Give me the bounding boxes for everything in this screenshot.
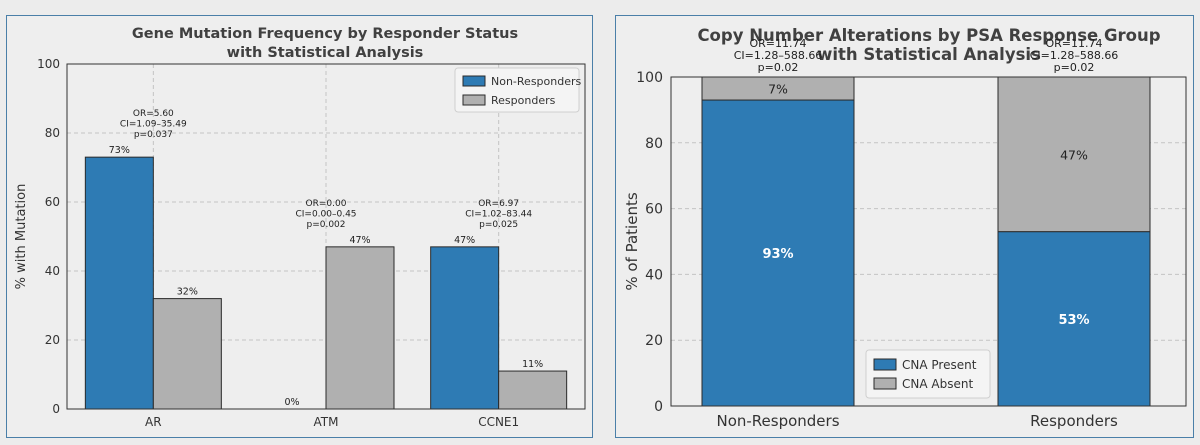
- legend-label: CNA Present: [902, 358, 977, 372]
- stats-annotation: OR=6.97: [478, 199, 519, 209]
- bar-value-label: 73%: [109, 145, 130, 156]
- segment-value-label: 53%: [1058, 313, 1089, 328]
- chart-panel-mutation: Gene Mutation Frequency by Responder Sta…: [6, 15, 593, 438]
- x-tick-label: Non-Responders: [716, 412, 839, 430]
- bar-responders: [152, 298, 222, 410]
- plot-frame: [670, 76, 1187, 407]
- stats-annotation: CI=1.09–35.49: [120, 120, 187, 130]
- stats-annotation: CI=1.28–588.66: [734, 49, 823, 62]
- bar-value-label: 32%: [177, 287, 198, 298]
- chart-title-line: with Statistical Analysis: [817, 45, 1041, 64]
- legend-label: Responders: [491, 94, 556, 107]
- chart-panel-cna: Copy Number Alterations by PSA Response …: [615, 15, 1194, 438]
- mutation-chart: Gene Mutation Frequency by Responder Sta…: [14, 26, 586, 429]
- y-tick-label: 100: [37, 57, 60, 71]
- stats-annotation: CI=0.00–0.45: [295, 209, 356, 219]
- legend-swatch: [873, 377, 897, 390]
- legend-swatch: [462, 75, 486, 87]
- chart-title-line: with Statistical Analysis: [227, 45, 424, 61]
- y-tick-label: 80: [45, 126, 60, 140]
- stats-annotation: OR=11.74: [749, 37, 806, 50]
- y-tick-label: 40: [645, 267, 663, 283]
- stacked-segment-cna-present: [701, 99, 855, 407]
- legend-box: [865, 349, 991, 399]
- bar-value-label: 11%: [522, 359, 543, 370]
- chart-title-line: Copy Number Alterations by PSA Response …: [697, 26, 1160, 45]
- bar-non-responders: [84, 156, 154, 410]
- stats-annotation: p=0.037: [134, 130, 173, 140]
- stats-annotation: p=0.002: [306, 220, 345, 230]
- x-tick-label: ATM: [314, 415, 339, 429]
- segment-value-label: 47%: [1060, 147, 1088, 162]
- x-tick-label: AR: [145, 415, 162, 429]
- segment-value-label: 93%: [762, 247, 793, 262]
- y-tick-label: 80: [645, 136, 663, 152]
- bar-value-label: 47%: [454, 235, 475, 246]
- stats-annotation: OR=0.00: [306, 199, 347, 209]
- legend-swatch: [873, 358, 897, 371]
- stats-annotation: p=0.02: [1054, 61, 1095, 74]
- stats-annotation: CI=1.28–588.66: [1030, 49, 1119, 62]
- x-tick-label: Responders: [1030, 412, 1118, 430]
- y-tick-label: 20: [45, 333, 60, 347]
- y-tick-label: 0: [654, 399, 663, 415]
- y-tick-label: 60: [45, 195, 60, 209]
- stats-annotation: p=0.025: [479, 220, 518, 230]
- stats-annotation: CI=1.02–83.44: [465, 209, 532, 219]
- bar-responders: [325, 246, 395, 410]
- y-axis-label: % of Patients: [623, 192, 641, 290]
- stacked-segment-cna-absent: [997, 76, 1151, 233]
- bar-value-label: 0%: [284, 397, 299, 408]
- stats-annotation: OR=11.74: [1045, 37, 1102, 50]
- legend-box: [454, 67, 580, 113]
- legend-swatch: [462, 94, 486, 106]
- y-tick-label: 0: [52, 402, 60, 416]
- y-tick-label: 20: [645, 333, 663, 349]
- bar-value-label: 47%: [349, 235, 370, 246]
- chart-title-line: Gene Mutation Frequency by Responder Sta…: [132, 26, 518, 42]
- stats-annotation: OR=5.60: [133, 109, 174, 119]
- x-tick-label: CCNE1: [478, 415, 519, 429]
- segment-value-label: 7%: [768, 82, 788, 97]
- y-tick-label: 100: [636, 70, 663, 86]
- y-tick-label: 60: [645, 202, 663, 218]
- cna-chart: Copy Number Alterations by PSA Response …: [623, 26, 1187, 430]
- legend-label: CNA Absent: [902, 377, 973, 391]
- bar-responders: [498, 370, 568, 410]
- plot-frame: [66, 63, 586, 410]
- stats-annotation: p=0.02: [758, 61, 799, 74]
- legend-label: Non-Responders: [491, 75, 582, 88]
- y-tick-label: 40: [45, 264, 60, 278]
- bar-non-responders: [430, 246, 500, 410]
- y-axis-label: % with Mutation: [14, 184, 29, 290]
